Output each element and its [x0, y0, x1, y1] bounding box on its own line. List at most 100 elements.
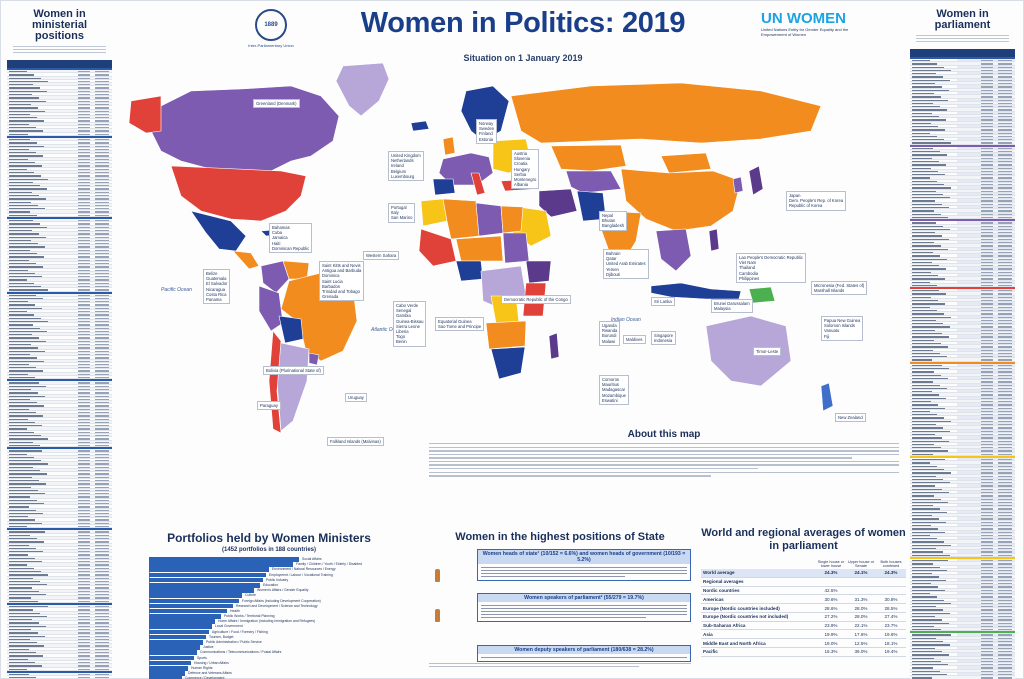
table-row: [910, 517, 1015, 521]
table-row: [7, 201, 112, 204]
table-row: [7, 113, 112, 117]
ministerial-title: Women in ministerial positions: [7, 9, 112, 42]
portfolio-bar: [149, 660, 191, 666]
table-row: [910, 370, 1015, 374]
table-row: [910, 416, 1015, 420]
table-row: [910, 367, 1015, 371]
regional-row-label: Americas: [701, 594, 816, 605]
col-upper-house: Upper house or Senate: [847, 560, 875, 568]
label-drc: Democratic Republic of the Congo: [501, 295, 571, 305]
regional-row-label: Asia: [701, 629, 816, 640]
table-row: [910, 342, 1015, 346]
table-band: [910, 144, 1015, 220]
country-mexico: [190, 210, 247, 252]
regional-row-value: 18.1%: [876, 638, 906, 649]
table-row: [7, 536, 112, 541]
table-row: [910, 167, 1015, 170]
table-row: [910, 213, 1015, 216]
unwomen-subtitle: United Nations Entity for Gender Equalit…: [761, 27, 849, 37]
portfolio-bar-row: Culture: [149, 593, 409, 598]
table-row: [910, 176, 1015, 180]
portfolio-bar-row: Women's Affairs / Gender Equality: [149, 588, 409, 593]
table-row: [910, 95, 1015, 99]
table-row: [7, 336, 112, 340]
portfolio-bar: [149, 588, 254, 593]
portfolio-bar-label: Health: [230, 608, 240, 613]
table-row: [910, 419, 1015, 424]
table-row: [910, 299, 1015, 303]
table-band: [7, 291, 112, 380]
table-row: [7, 553, 112, 557]
table-row: [910, 277, 1015, 281]
table-row: [910, 436, 1015, 440]
regional-row: Nordic countries 42.5%: [701, 586, 906, 596]
portfolio-bar: [149, 557, 299, 562]
table-row: [7, 550, 112, 554]
regional-row-value: [846, 586, 876, 596]
table-row: [910, 643, 1015, 647]
regional-row: Americas 30.6% 31.3% 30.8%: [701, 594, 906, 605]
country-egypt: [500, 205, 524, 234]
table-band: [7, 528, 112, 603]
table-row: [7, 366, 112, 370]
table-row: [910, 302, 1015, 306]
table-row: [910, 559, 1015, 563]
portfolios-panel: Portfolios held by Women Ministers (1452…: [119, 531, 419, 679]
table-row: [7, 414, 112, 418]
world-average-single: 24.3%: [816, 569, 846, 578]
table-row: [910, 484, 1015, 488]
table-row: [7, 190, 112, 194]
table-row: [7, 560, 112, 564]
table-row: [7, 453, 112, 456]
table-row: [7, 330, 112, 334]
country-russian-federation: [510, 82, 822, 144]
table-row: [910, 628, 1015, 632]
country-iceland: [410, 120, 430, 132]
regional-row-value: 30.6%: [816, 594, 846, 605]
portfolio-bar-row: Family / Children / Youth / Elderly / Di…: [149, 562, 409, 567]
table-row: [910, 99, 1015, 102]
portfolio-bar-row: Communications / Telecommunications / Po…: [149, 650, 409, 655]
table-row: [910, 254, 1015, 258]
table-row: [7, 611, 112, 615]
country-colombia: [260, 260, 290, 294]
table-row: [910, 520, 1015, 524]
table-row: [7, 644, 112, 648]
table-row: [910, 345, 1015, 349]
table-row: [910, 85, 1015, 89]
table-row: [7, 434, 112, 438]
table-row: [910, 292, 1015, 296]
table-row: [910, 364, 1015, 368]
table-row: [7, 391, 112, 395]
table-row: [910, 656, 1015, 660]
table-row: [7, 339, 112, 344]
table-row: [7, 444, 112, 448]
table-row: [7, 137, 112, 142]
table-row: [910, 614, 1015, 619]
woman-figure-icon-heads: [435, 569, 440, 582]
label-uruguay: Uruguay: [345, 393, 367, 403]
table-row: [910, 261, 1015, 265]
table-row: [7, 499, 112, 502]
table-row: [910, 153, 1015, 157]
table-row: [910, 250, 1015, 255]
portfolio-bar: [149, 598, 239, 604]
table-row: [7, 285, 112, 289]
table-row: [7, 350, 112, 353]
table-row: [7, 161, 112, 165]
unwomen-logo: UN WOMEN United Nations Entity for Gende…: [761, 11, 871, 37]
table-row: [910, 160, 1015, 164]
portfolio-bar-row: Agriculture / Food / Forestry / Fishing: [149, 629, 409, 635]
portfolio-bar-label: Defence and Veterans Affairs: [188, 671, 232, 676]
portfolio-bar-label: Research and Development / Science and T…: [236, 603, 318, 608]
table-row: [910, 625, 1015, 629]
table-row: [910, 504, 1015, 508]
table-row: [7, 109, 112, 113]
label-western-sahara: Western Sahara: [363, 251, 400, 261]
table-row: [910, 653, 1015, 657]
portfolio-bar: [149, 582, 260, 588]
table-row: [7, 126, 112, 130]
regional-row-value: 17.6%: [846, 629, 876, 640]
portfolio-bar: [149, 676, 182, 679]
table-row: [7, 271, 112, 276]
